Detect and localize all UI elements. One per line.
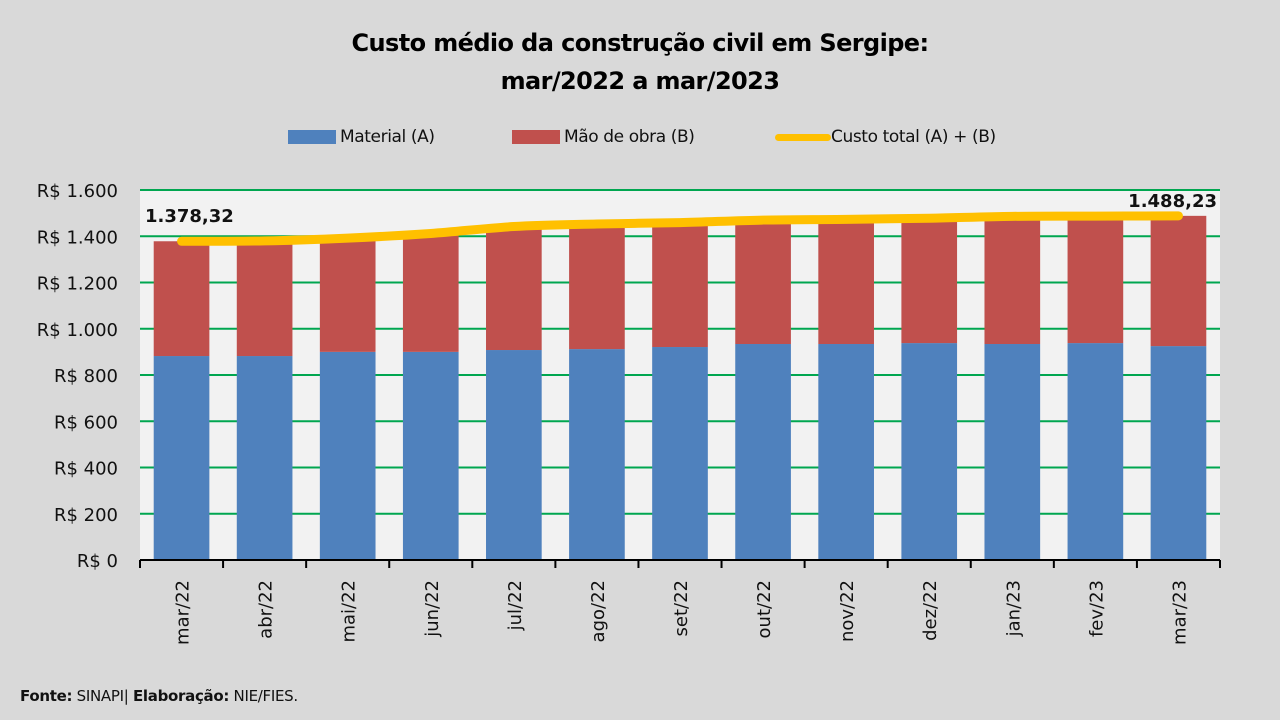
data-label: 1.488,23 bbox=[1128, 191, 1217, 212]
legend-swatch-material bbox=[288, 130, 336, 144]
chart-title-line-1: Custo médio da construção civil em Sergi… bbox=[351, 29, 930, 57]
footer-author-value: NIE/FIES. bbox=[233, 687, 299, 705]
y-tick-label: R$ 0 bbox=[77, 551, 118, 572]
y-tick-label: R$ 600 bbox=[54, 412, 118, 433]
bar-mao-de-obra bbox=[984, 216, 1041, 345]
x-tick-label: mar/23 bbox=[1169, 580, 1190, 645]
bar-material bbox=[818, 344, 874, 560]
x-tick-label: jul/22 bbox=[505, 580, 526, 631]
y-tick-label: R$ 800 bbox=[54, 366, 118, 387]
x-tick-label: mar/22 bbox=[173, 580, 194, 645]
bar-material bbox=[236, 356, 293, 560]
bar-material bbox=[652, 347, 708, 560]
bar-mao-de-obra bbox=[569, 223, 625, 350]
x-tick-label: ago/22 bbox=[588, 580, 609, 642]
footer-source-value: SINAPI| bbox=[76, 687, 129, 705]
chart-footer: Fonte: SINAPI| Elaboração: NIE/FIES. bbox=[20, 687, 298, 705]
x-tick-label: abr/22 bbox=[256, 580, 277, 639]
bar-mao-de-obra bbox=[486, 226, 542, 351]
data-label: 1.378,32 bbox=[145, 206, 234, 227]
bar-mao-de-obra bbox=[319, 238, 376, 352]
bar-material bbox=[153, 356, 210, 560]
bar-mao-de-obra bbox=[652, 222, 708, 348]
bar-mao-de-obra bbox=[236, 240, 293, 357]
legend-swatch-custo-total bbox=[775, 133, 831, 141]
x-tick-label: mai/22 bbox=[339, 580, 360, 643]
legend-item-mao-de-obra: Mão de obra (B) bbox=[512, 127, 695, 147]
legend-swatch-mao-de-obra bbox=[512, 130, 560, 144]
legend-label-material: Material (A) bbox=[340, 127, 435, 147]
bar-mao-de-obra bbox=[901, 218, 958, 344]
bar-mao-de-obra bbox=[1150, 215, 1207, 347]
x-tick-label: jun/22 bbox=[422, 580, 443, 638]
chart-title-line-2: mar/2022 a mar/2023 bbox=[500, 67, 780, 95]
bar-material bbox=[319, 351, 376, 560]
bar-mao-de-obra bbox=[1067, 216, 1124, 344]
legend-label-mao-de-obra: Mão de obra (B) bbox=[564, 127, 695, 147]
y-tick-label: R$ 1.400 bbox=[37, 227, 118, 248]
y-tick-label: R$ 1.000 bbox=[37, 320, 118, 341]
chart-title: Custo médio da construção civil em Sergi… bbox=[0, 24, 1280, 100]
footer-source-label: Fonte: bbox=[20, 687, 73, 705]
bar-material bbox=[901, 343, 958, 560]
bar-mao-de-obra bbox=[402, 233, 459, 352]
legend-item-material: Material (A) bbox=[288, 127, 435, 147]
y-tick-label: R$ 400 bbox=[54, 459, 118, 480]
legend-item-custo-total: Custo total (A) + (B) bbox=[775, 127, 996, 147]
legend-label-custo-total: Custo total (A) + (B) bbox=[831, 127, 996, 147]
chart-legend: Material (A) Mão de obra (B) Custo total… bbox=[0, 127, 1280, 153]
x-tick-label: jan/23 bbox=[1003, 580, 1024, 637]
x-tick-label: dez/22 bbox=[920, 580, 941, 641]
bar-material bbox=[1150, 346, 1207, 560]
x-tick-label: fev/23 bbox=[1086, 580, 1107, 637]
footer-author-label: Elaboração: bbox=[132, 687, 230, 705]
x-tick-label: nov/22 bbox=[837, 580, 858, 642]
x-tick-label: out/22 bbox=[754, 580, 775, 638]
bar-material bbox=[984, 344, 1041, 560]
y-tick-label: R$ 1.600 bbox=[37, 181, 118, 202]
y-tick-label: R$ 200 bbox=[54, 505, 118, 526]
bar-material bbox=[486, 350, 542, 560]
bar-material bbox=[735, 344, 791, 560]
bar-mao-de-obra bbox=[153, 241, 210, 357]
bar-mao-de-obra bbox=[735, 220, 791, 345]
x-tick-label: set/22 bbox=[671, 580, 692, 636]
bar-material bbox=[402, 351, 459, 560]
bar-mao-de-obra bbox=[818, 219, 874, 345]
line-custo-total bbox=[177, 211, 1183, 246]
bar-material bbox=[569, 349, 625, 560]
bar-material bbox=[1067, 343, 1124, 560]
y-tick-label: R$ 1.200 bbox=[37, 274, 118, 295]
